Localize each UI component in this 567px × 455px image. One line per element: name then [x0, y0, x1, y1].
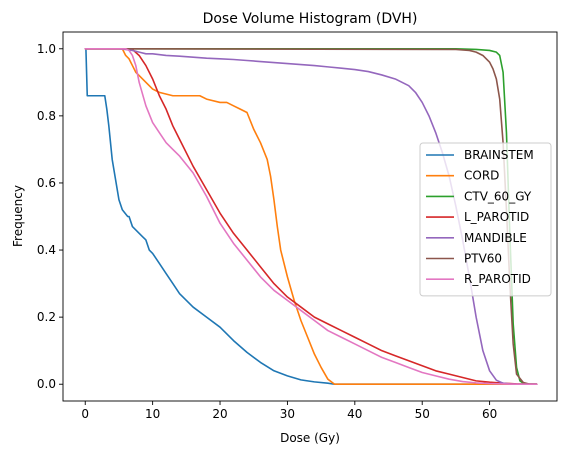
- y-tick-label: 0.2: [37, 310, 56, 324]
- y-tick-label: 0.6: [37, 176, 56, 190]
- x-tick-label: 40: [347, 407, 362, 421]
- y-axis-label: Frequency: [11, 185, 25, 247]
- x-tick-label: 20: [212, 407, 227, 421]
- series-line-ctv-60-gy: [84, 47, 538, 386]
- series-line-mandible: [84, 47, 538, 386]
- chart-title: Dose Volume Histogram (DVH): [203, 11, 418, 27]
- x-tick-label: 0: [81, 407, 89, 421]
- legend-label-brainstem: BRAINSTEM: [464, 148, 534, 162]
- x-axis-label: Dose (Gy): [280, 431, 340, 445]
- legend-label-ptv60: PTV60: [464, 252, 502, 266]
- x-tick-label: 50: [415, 407, 430, 421]
- legend-box: [419, 142, 552, 297]
- legend-label-l-parotid: L_PAROTID: [464, 210, 529, 224]
- legend-label-r-parotid: R_PAROTID: [464, 272, 531, 286]
- x-tick-label: 10: [145, 407, 160, 421]
- legend-label-cord: CORD: [464, 169, 499, 183]
- series-line-r-parotid: [84, 47, 538, 386]
- legend-label-ctv-60-gy: CTV_60_GY: [464, 189, 532, 203]
- y-tick-label: 0.8: [37, 109, 56, 123]
- plot-frame: [62, 31, 558, 402]
- legend: BRAINSTEM CORD CTV_60_GY L_PAROTID MANDIBLE P…: [419, 142, 552, 297]
- series-line-l-parotid: [84, 47, 538, 386]
- series-line-brainstem: [84, 47, 538, 386]
- x-tick-label: 60: [482, 407, 497, 421]
- legend-label-mandible: MANDIBLE: [464, 231, 527, 245]
- series-line-ptv60: [84, 47, 538, 386]
- y-tick-label: 0.0: [37, 377, 56, 391]
- x-tick-label: 30: [280, 407, 295, 421]
- y-tick-label: 1.0: [37, 42, 56, 56]
- series-line-cord: [84, 47, 538, 386]
- plot-area: 0 10 20 30 40 50 60 0.0 0.2 0.4 0.6 0.8 1.0: [37, 31, 558, 421]
- y-tick-label: 0.4: [37, 243, 56, 257]
